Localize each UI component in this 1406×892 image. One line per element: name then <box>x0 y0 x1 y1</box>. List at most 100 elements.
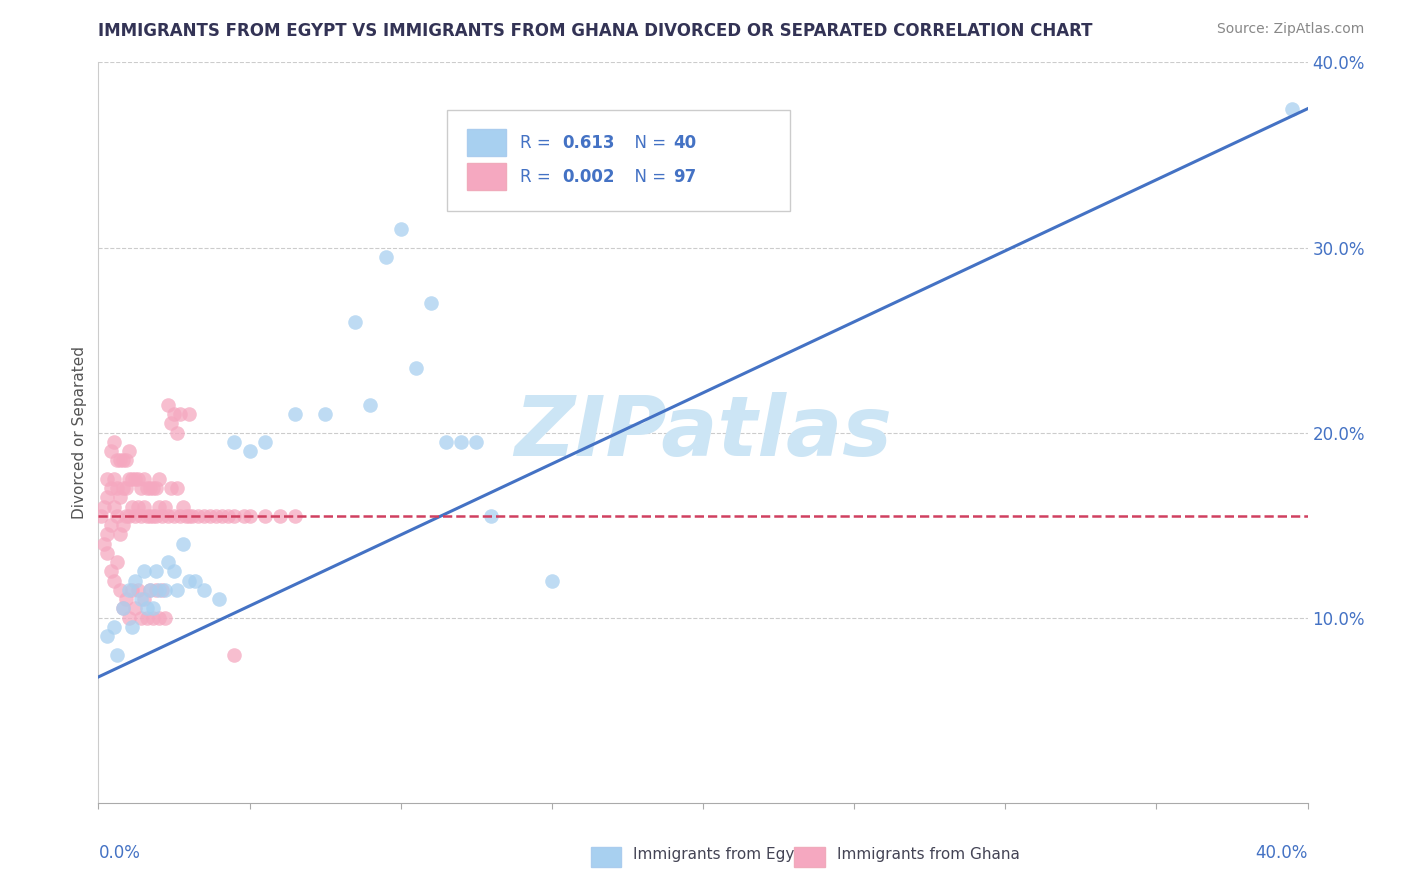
Point <box>224 648 246 662</box>
Text: R =: R = <box>520 134 557 152</box>
Point <box>114 453 136 467</box>
Point <box>217 508 239 523</box>
Point <box>166 582 188 597</box>
Point <box>121 500 143 514</box>
Point <box>142 610 165 624</box>
Point <box>450 434 472 449</box>
Point <box>208 592 231 607</box>
Point <box>239 444 262 458</box>
Point <box>105 648 128 662</box>
Point <box>148 610 170 624</box>
Point <box>129 592 152 607</box>
Text: 40.0%: 40.0% <box>1256 844 1308 862</box>
Point <box>135 508 157 523</box>
Text: IMMIGRANTS FROM EGYPT VS IMMIGRANTS FROM GHANA DIVORCED OR SEPARATED CORRELATION: IMMIGRANTS FROM EGYPT VS IMMIGRANTS FROM… <box>98 22 1092 40</box>
Point <box>156 398 179 412</box>
Point <box>111 518 134 533</box>
Point <box>90 508 112 523</box>
Point <box>114 508 136 523</box>
Point <box>148 500 170 514</box>
Point <box>420 296 443 310</box>
Point <box>153 582 176 597</box>
Text: 40: 40 <box>673 134 696 152</box>
Point <box>211 508 233 523</box>
Point <box>121 582 143 597</box>
Point <box>145 565 167 579</box>
Point <box>284 407 307 421</box>
Point <box>205 508 228 523</box>
Point <box>132 565 155 579</box>
Point <box>111 601 134 615</box>
Point <box>172 500 194 514</box>
Point <box>172 536 194 550</box>
Point <box>184 574 207 588</box>
Point <box>142 481 165 495</box>
Point <box>253 508 276 523</box>
Point <box>405 360 427 375</box>
Point <box>96 546 118 560</box>
Point <box>121 472 143 486</box>
Point <box>145 582 167 597</box>
Point <box>148 582 170 597</box>
Point <box>160 481 183 495</box>
Point <box>156 555 179 569</box>
Point <box>118 508 141 523</box>
Point <box>139 508 162 523</box>
Point <box>108 491 131 505</box>
Point <box>481 508 503 523</box>
Point <box>434 434 457 449</box>
Point <box>150 582 173 597</box>
Text: Source: ZipAtlas.com: Source: ZipAtlas.com <box>1216 22 1364 37</box>
Point <box>139 481 162 495</box>
Point <box>100 481 122 495</box>
Point <box>108 527 131 541</box>
Y-axis label: Divorced or Separated: Divorced or Separated <box>72 346 87 519</box>
Point <box>132 500 155 514</box>
Text: 0.0%: 0.0% <box>98 844 141 862</box>
Point <box>163 565 186 579</box>
Point <box>129 508 152 523</box>
Point <box>93 536 115 550</box>
Point <box>132 592 155 607</box>
Point <box>105 481 128 495</box>
Point <box>174 508 197 523</box>
Point <box>93 500 115 514</box>
Point <box>121 620 143 634</box>
Point <box>360 398 382 412</box>
Point <box>145 508 167 523</box>
Point <box>118 610 141 624</box>
Point <box>166 425 188 440</box>
Point <box>96 472 118 486</box>
Point <box>142 508 165 523</box>
Point <box>163 407 186 421</box>
Point <box>150 508 173 523</box>
Point <box>103 434 125 449</box>
Point <box>127 500 149 514</box>
Point <box>100 518 122 533</box>
Point <box>145 481 167 495</box>
Point <box>124 508 146 523</box>
Point <box>118 582 141 597</box>
Point <box>314 407 336 421</box>
Point <box>111 481 134 495</box>
Point <box>540 574 562 588</box>
Point <box>135 481 157 495</box>
Point <box>193 582 215 597</box>
Point <box>111 453 134 467</box>
Point <box>269 508 291 523</box>
Point <box>127 582 149 597</box>
Point <box>193 508 215 523</box>
Point <box>153 610 176 624</box>
Point <box>96 491 118 505</box>
Point <box>103 472 125 486</box>
Point <box>187 508 209 523</box>
Point <box>389 222 412 236</box>
Point <box>139 582 162 597</box>
Point <box>344 314 367 328</box>
Point <box>108 582 131 597</box>
Point <box>224 508 246 523</box>
Point <box>179 574 201 588</box>
Point <box>124 601 146 615</box>
Point <box>142 601 165 615</box>
Point <box>132 472 155 486</box>
